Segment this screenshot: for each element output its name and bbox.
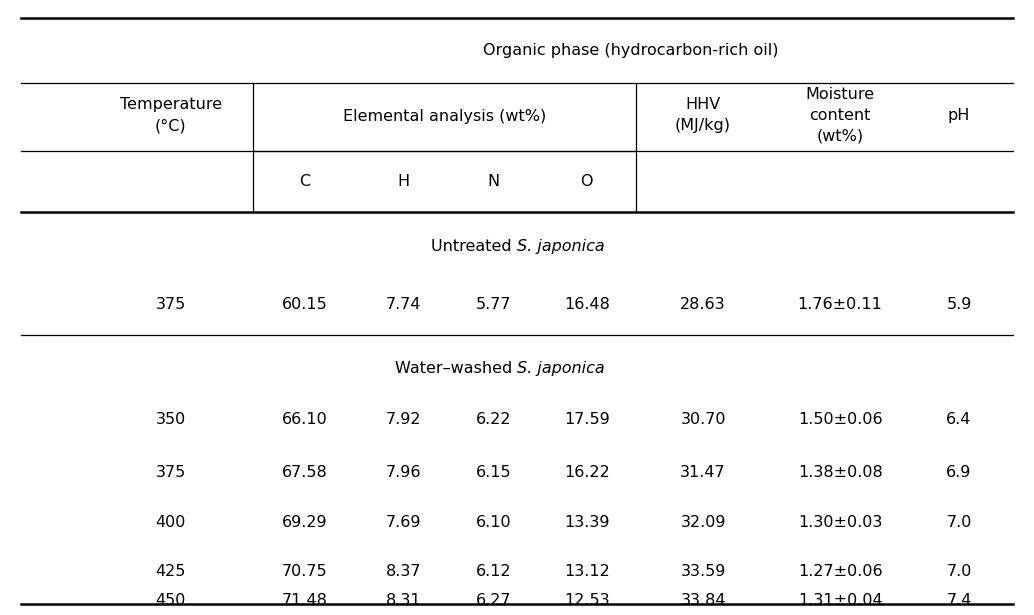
Text: 31.47: 31.47 [680, 464, 726, 480]
Text: 6.4: 6.4 [946, 412, 972, 427]
Text: 7.0: 7.0 [946, 565, 972, 579]
Text: 6.10: 6.10 [476, 515, 512, 530]
Text: 7.0: 7.0 [946, 515, 972, 530]
Text: 375: 375 [155, 297, 186, 312]
Text: 67.58: 67.58 [282, 464, 328, 480]
Text: 13.12: 13.12 [564, 565, 610, 579]
Text: 7.69: 7.69 [386, 515, 421, 530]
Text: 1.27±0.06: 1.27±0.06 [798, 565, 882, 579]
Text: 17.59: 17.59 [564, 412, 610, 427]
Text: 28.63: 28.63 [680, 297, 726, 312]
Text: 1.76±0.11: 1.76±0.11 [797, 297, 883, 312]
Text: 6.15: 6.15 [476, 464, 512, 480]
Text: 350: 350 [155, 412, 186, 427]
Text: 5.9: 5.9 [946, 297, 972, 312]
Text: 425: 425 [155, 565, 186, 579]
Text: pH: pH [948, 108, 970, 123]
Text: 7.96: 7.96 [386, 464, 421, 480]
Text: 7.74: 7.74 [386, 297, 421, 312]
Text: S. japonica: S. japonica [517, 360, 605, 376]
Text: Moisture
content
(wt%): Moisture content (wt%) [805, 87, 875, 144]
Text: 71.48: 71.48 [282, 593, 328, 608]
Text: 6.12: 6.12 [476, 565, 512, 579]
Text: 32.09: 32.09 [680, 515, 726, 530]
Text: 375: 375 [155, 464, 186, 480]
Text: 450: 450 [155, 593, 186, 608]
Text: O: O [580, 174, 594, 189]
Text: S. japonica: S. japonica [517, 239, 605, 254]
Text: 1.31±0.04: 1.31±0.04 [798, 593, 882, 608]
Text: 70.75: 70.75 [282, 565, 328, 579]
Text: 8.37: 8.37 [386, 565, 421, 579]
Text: 6.27: 6.27 [476, 593, 512, 608]
Text: 33.59: 33.59 [680, 565, 726, 579]
Text: N: N [488, 174, 499, 189]
Text: 6.9: 6.9 [946, 464, 972, 480]
Text: 5.77: 5.77 [476, 297, 512, 312]
Text: 16.22: 16.22 [564, 464, 610, 480]
Text: Organic phase (hydrocarbon-rich oil): Organic phase (hydrocarbon-rich oil) [483, 43, 779, 58]
Text: 1.30±0.03: 1.30±0.03 [798, 515, 882, 530]
Text: 69.29: 69.29 [282, 515, 328, 530]
Text: 30.70: 30.70 [680, 412, 726, 427]
Text: 8.31: 8.31 [386, 593, 421, 608]
Text: 33.84: 33.84 [680, 593, 726, 608]
Text: Temperature
(°C): Temperature (°C) [120, 97, 221, 133]
Text: 12.53: 12.53 [564, 593, 610, 608]
Text: 1.50±0.06: 1.50±0.06 [798, 412, 882, 427]
Text: 6.22: 6.22 [476, 412, 512, 427]
Text: 1.38±0.08: 1.38±0.08 [798, 464, 882, 480]
Text: 7.4: 7.4 [946, 593, 972, 608]
Text: 16.48: 16.48 [564, 297, 610, 312]
Text: Elemental analysis (wt%): Elemental analysis (wt%) [343, 109, 546, 124]
Text: Untreated: Untreated [431, 239, 517, 254]
Text: C: C [300, 174, 310, 189]
Text: 66.10: 66.10 [282, 412, 328, 427]
Text: HHV
(MJ/kg): HHV (MJ/kg) [675, 97, 731, 133]
Text: H: H [397, 174, 409, 189]
Text: 13.39: 13.39 [564, 515, 610, 530]
Text: 7.92: 7.92 [386, 412, 421, 427]
Text: Water–washed: Water–washed [395, 360, 517, 376]
Text: 400: 400 [155, 515, 186, 530]
Text: 60.15: 60.15 [282, 297, 328, 312]
